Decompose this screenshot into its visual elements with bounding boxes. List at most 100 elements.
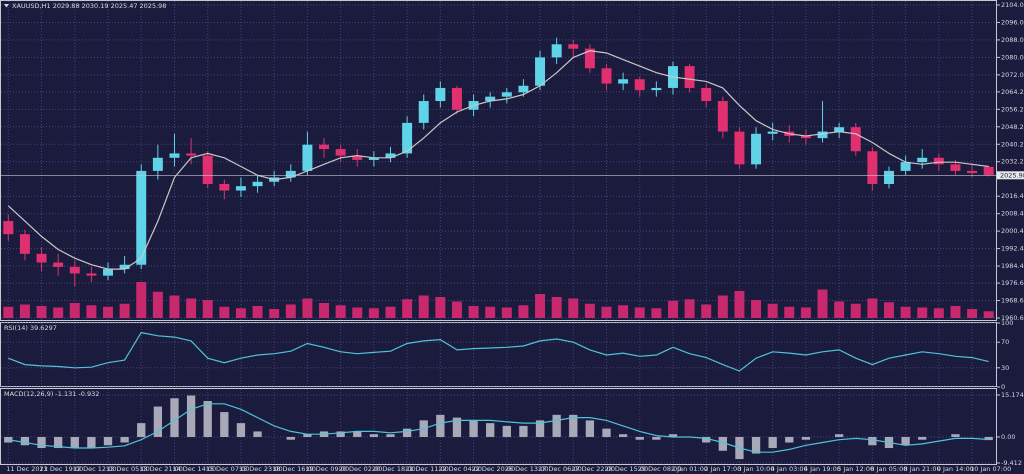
macd-bar [87,436,96,449]
y-tick-label: 2088.00 [1001,36,1024,44]
y-tick-label: 2064.20 [1001,88,1024,96]
x-tick-label: 27 Dec 22:00 [571,465,615,473]
macd-bar [353,431,362,437]
volume-bar [335,305,346,318]
volume-bar [967,309,978,318]
macd-bar [702,436,711,443]
volume-bar [867,298,878,318]
volume-bar [767,303,778,318]
x-tick-label: 19 Dec 09:00 [305,465,349,473]
candle-body [485,96,496,102]
candle-body [53,262,64,267]
volume-bar [834,301,845,318]
volume-bar [535,294,546,318]
rsi-title: RSI(14) 39.6297 [4,324,57,332]
candle-body [103,269,113,276]
candle-body [451,87,462,110]
volume-bar [385,306,396,318]
candle-body [136,170,147,265]
macd-bar [452,417,462,437]
macd-bar [153,406,163,437]
volume-bar [451,301,462,318]
candle-body [850,127,861,152]
candle-body [202,155,213,184]
candle-body [435,87,446,102]
y-tick-label: 2016.40 [1001,192,1024,200]
x-tick-label: 22 Dec 20:00 [472,465,516,473]
volume-bar [717,295,728,318]
x-tick-label: 11 Dec 19:00 [40,465,84,473]
volume-bar [900,306,911,318]
macd-bar [236,423,246,437]
y-tick-label: 1992.40 [1001,245,1024,253]
x-tick-label: 14 Dec 14:00 [172,465,216,473]
macd-bar [20,436,30,446]
y-tick-label: 2104.00 [1001,1,1024,9]
macd-bar [868,436,877,446]
candle-body [950,164,961,171]
volume-bar [352,307,363,318]
macd-bar [186,395,196,437]
volume-bar [884,302,894,318]
candle-body [368,157,379,160]
y-tick-label: 0 [1001,383,1005,391]
x-tick-label: 27 Dec 06:00 [538,465,582,473]
y-tick-label: 2080.00 [1001,53,1024,61]
macd-bar [37,436,46,449]
macd-bar [402,428,412,437]
volume-bar [86,305,97,318]
macd-bar [635,436,644,440]
volume-bar [235,308,246,318]
candle-body [402,122,413,154]
rsi-line [8,331,989,372]
volume-bar [69,303,80,318]
volume-bar [368,308,379,318]
x-tick-label: 26 Dec 13:00 [505,465,549,473]
y-tick-label: 2072.00 [1001,71,1024,79]
macd-bar [751,436,761,454]
y-tick-label: 70 [1001,338,1009,346]
candle-body [86,273,97,276]
candle-body [69,266,80,274]
volume-bar [950,306,961,318]
volume-bar [485,306,496,318]
candle-body [235,186,246,191]
candle-body [933,157,944,165]
volume-bar [501,307,512,318]
macd-bar [668,434,678,437]
candle-body [684,66,695,88]
candle-body [518,85,529,93]
macd-title: MACD(12,26,9) -1.131 -0.932 [4,390,99,398]
macd-bar [652,436,661,440]
macd-bar [103,436,113,446]
x-tick-label: 4 Jan 19:00 [804,465,841,473]
x-tick-label: 2 Jan 17:00 [704,465,741,473]
macd-bar [502,425,511,437]
candle-body [19,234,30,254]
candle-body [817,131,828,139]
chart-title: XAUUSD,H1 2029.88 2030.19 2025.47 2025.9… [12,2,166,10]
x-tick-label: 10 Jan 07:00 [970,465,1011,473]
symbol-marker [4,4,9,8]
candle-body [551,44,562,58]
volume-bar [3,306,14,318]
macd-bar [286,436,295,440]
volume-bar [152,291,163,318]
macd-bar [519,425,528,437]
y-tick-label: 15.174 [1001,391,1024,399]
candle-body [800,135,811,139]
macd-bar [303,434,312,437]
y-tick-label: 2096.00 [1001,18,1024,26]
x-tick-label: 12 Dec 12:00 [73,465,117,473]
volume-bar [734,291,745,318]
candle-body [867,151,878,184]
candle-body [285,170,296,178]
volume-bar [684,299,695,318]
volume-bar [186,298,197,318]
macd-bar [469,420,478,437]
macd-bar [486,423,495,437]
y-tick-label: 2040.20 [1001,140,1024,148]
y-tick-label: 1960.60 [1001,314,1024,322]
